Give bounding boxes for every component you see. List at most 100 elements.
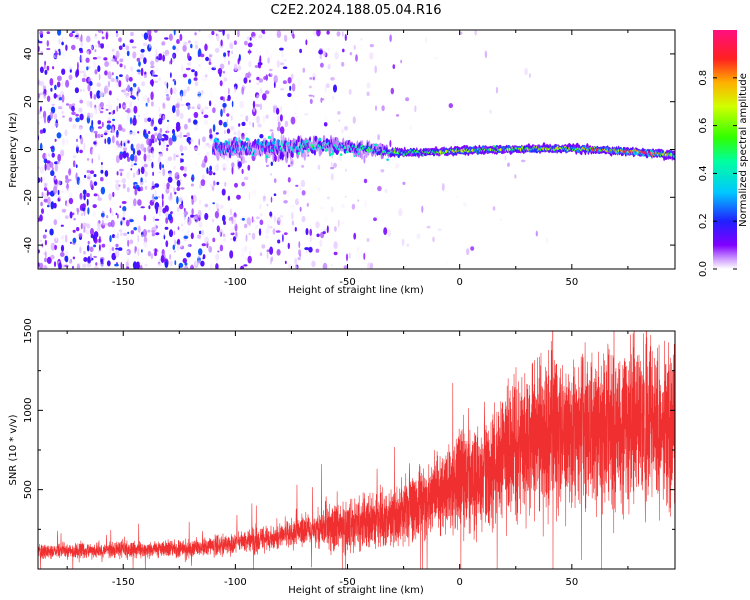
spectrogram-cell <box>120 140 123 147</box>
spectrogram-ridge-cell <box>278 142 281 147</box>
spectrogram-cell <box>222 30 225 36</box>
spectrogram-cell <box>291 212 294 220</box>
spectrogram-cell <box>127 213 130 219</box>
spectrogram-cell <box>133 227 137 231</box>
spectrogram-cell <box>125 109 129 113</box>
y-tick-label: -20 <box>23 189 34 205</box>
spectrogram-cell <box>262 31 266 35</box>
spectrogram-cell <box>66 201 70 207</box>
spectrogram-cell <box>126 83 130 92</box>
spectrogram-cell <box>83 142 86 151</box>
spectrogram-cell <box>115 50 120 59</box>
spectrogram-cell <box>338 154 343 162</box>
spectrogram-cell <box>83 257 88 262</box>
spectrogram-cell <box>97 40 101 45</box>
spectrogram-cell <box>424 36 428 44</box>
spectrogram-cell <box>72 155 77 159</box>
spectrogram-cell <box>128 76 133 82</box>
spectrogram-cell <box>126 173 131 180</box>
spectrogram-cell <box>59 90 65 95</box>
spectrogram-cell <box>249 37 252 41</box>
spectrogram-cell <box>136 57 141 62</box>
spectrogram-cell <box>338 119 341 122</box>
spectrogram-cell <box>331 155 334 159</box>
spectrogram-cell <box>284 46 288 49</box>
spectrogram-cell <box>174 191 177 195</box>
spectrogram-cell <box>293 265 298 269</box>
spectrogram-cell <box>71 44 76 51</box>
spectrogram-cell <box>68 74 73 81</box>
spectrogram-cell <box>43 115 47 123</box>
spectrogram-cell <box>173 152 176 161</box>
spectrogram-cell <box>281 51 284 58</box>
spectrogram-cell <box>188 127 190 130</box>
spectrogram-cell <box>315 221 320 229</box>
spectrogram-cell <box>105 152 108 158</box>
spectrogram-cell <box>109 59 112 68</box>
spectrogram-cell <box>92 57 98 60</box>
spectrogram-cell <box>219 80 223 87</box>
spectrogram-x-ticks: -150 -100 -50 0 50 <box>66 30 629 288</box>
spectrogram-cell <box>150 120 154 127</box>
spectrogram-cell <box>38 177 41 184</box>
spectrogram-cell <box>197 210 202 218</box>
spectrogram-cell <box>119 151 123 154</box>
spectrogram-cell <box>219 99 222 108</box>
spectrogram-cell <box>106 120 112 124</box>
spectrogram-cell <box>127 114 130 121</box>
spectrogram-cell <box>254 65 260 68</box>
spectrogram-cell <box>191 195 194 200</box>
spectrogram-cell <box>333 251 338 256</box>
spectrogram-cell <box>269 158 273 163</box>
spectrogram-cell <box>280 88 285 91</box>
spectrogram-cell <box>223 106 226 114</box>
spectrogram-cell <box>204 203 209 208</box>
spectrogram-cell <box>61 139 65 145</box>
spectrogram-cell <box>308 85 312 89</box>
spectrogram-cell <box>484 50 488 59</box>
spectrogram-cell <box>78 127 83 131</box>
spectrogram-cell <box>161 138 165 142</box>
spectrogram-cell <box>132 86 136 93</box>
spectrogram-cell <box>80 198 82 201</box>
spectrogram-cell <box>159 127 163 133</box>
spectrogram-cell <box>61 264 66 269</box>
spectrogram-cell <box>86 169 91 174</box>
spectrogram-cell <box>118 103 121 110</box>
spectrogram-cell <box>223 73 228 77</box>
spectrogram-cell <box>219 63 225 70</box>
spectrogram-cell <box>71 111 76 116</box>
spectrogram-cell <box>123 88 127 96</box>
spectrogram-cell <box>199 183 202 189</box>
spectrogram-cell <box>165 217 169 224</box>
spectrogram-cell <box>125 219 130 227</box>
spectrogram-cell <box>421 205 424 213</box>
spectrogram-cell <box>55 235 58 241</box>
spectrogram-cell <box>246 217 251 225</box>
spectrogram-cell <box>60 224 64 227</box>
spectrogram-cell <box>227 195 231 201</box>
spectrogram-y-ticks: -40 -20 0 20 40 <box>23 48 675 253</box>
spectrogram-cell <box>265 114 269 119</box>
spectrogram-cell <box>65 184 69 189</box>
spectrogram-cell <box>154 251 157 257</box>
spectrogram-cell <box>137 93 140 100</box>
spectrogram-cell <box>299 48 302 54</box>
colorbar-tick-label: 0.8 <box>698 70 709 86</box>
spectrogram-ridge-cell <box>271 131 274 144</box>
spectrogram-cell <box>304 247 310 251</box>
spectrogram-cell <box>183 146 186 150</box>
spectrogram-cell <box>68 197 74 205</box>
spectrogram-cell <box>60 244 65 252</box>
spectrogram-cell <box>118 37 122 43</box>
spectrogram-cell <box>39 30 44 36</box>
spectrogram-cell <box>355 54 358 62</box>
spectrogram-cell <box>78 179 82 188</box>
spectrogram-cell <box>148 205 151 210</box>
spectrogram-cell <box>57 189 60 196</box>
spectrogram-cell <box>83 226 86 229</box>
spectrogram-cell <box>143 163 148 168</box>
spectrogram-cell <box>101 164 103 170</box>
spectrogram-cell <box>300 179 306 188</box>
spectrogram-cell <box>169 95 171 99</box>
